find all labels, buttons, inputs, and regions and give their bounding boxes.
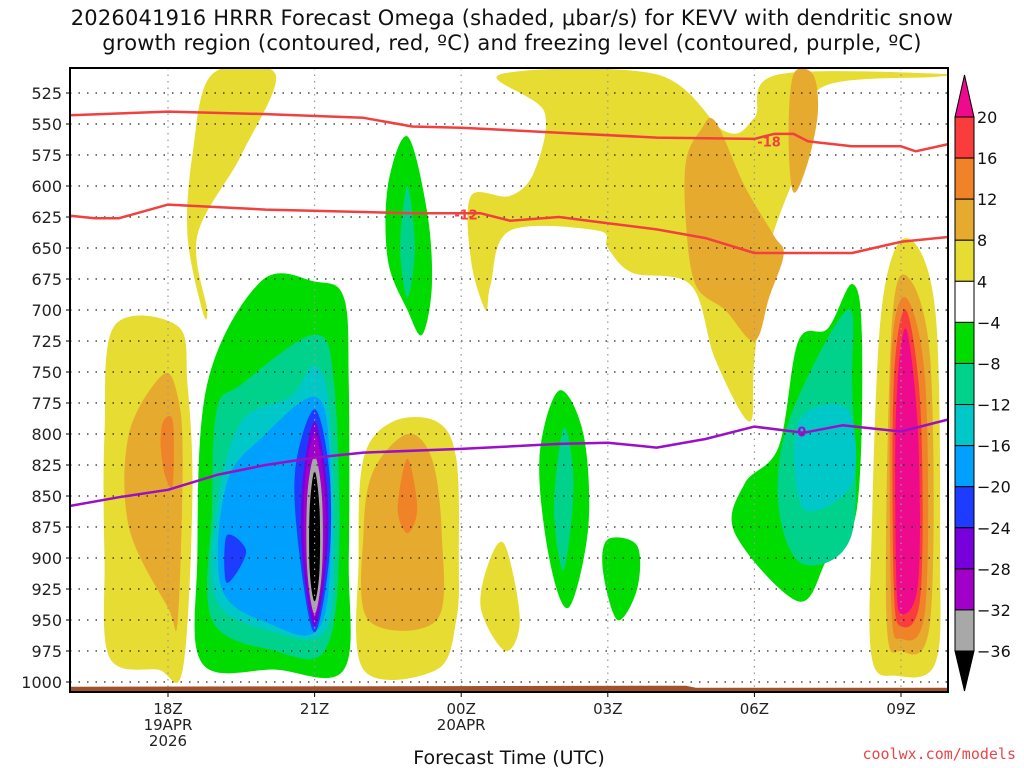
omega-region-orange-upper-b xyxy=(788,68,819,193)
colorbar-tick-label: 20 xyxy=(977,108,997,127)
omega-region-orange-upper-a xyxy=(684,117,784,342)
colorbar-bin xyxy=(954,280,975,323)
x-tick-label: 18Z xyxy=(153,700,182,718)
colorbar-bin xyxy=(954,445,975,488)
colorbar: 20 16 12 8 4 −4 −8 −12 −16 −20 −24 −28 −32 −36 xyxy=(954,74,1011,692)
surface-terrain xyxy=(70,685,948,692)
y-tick-label: 925 xyxy=(31,580,62,599)
y-tick-label: 650 xyxy=(31,239,62,258)
y-tick-label: 700 xyxy=(31,301,62,320)
title-line-1: 2026041916 HRRR Forecast Omega (shaded, … xyxy=(70,6,954,30)
omega-region-green-small xyxy=(602,537,641,621)
colorbar-tick-label: 12 xyxy=(977,190,997,209)
omega-shading xyxy=(103,68,948,683)
gridlines xyxy=(70,68,948,692)
y-tick-label: 750 xyxy=(31,363,62,382)
colorbar-tick-label: −4 xyxy=(977,313,1001,332)
omega-region-darkblue-small xyxy=(224,534,247,583)
y-tick-label: 725 xyxy=(31,332,62,351)
y-tick-label: 625 xyxy=(31,208,62,227)
omega-region-darkorange-mid-low xyxy=(397,458,418,534)
x-tick-label: 06Z xyxy=(740,700,769,718)
y-tick-label: 900 xyxy=(31,549,62,568)
omega-region-yellow-small-lower xyxy=(480,541,520,652)
colorbar-tick-label: −16 xyxy=(977,437,1011,456)
y-tick-label: 550 xyxy=(31,115,62,134)
colorbar-top-arrow xyxy=(954,74,975,118)
x-tick-label: 09Z xyxy=(886,700,915,718)
y-tick-label: 675 xyxy=(31,270,62,289)
y-tick-label: 950 xyxy=(31,611,62,630)
y-tick-label: 600 xyxy=(31,177,62,196)
colorbar-tick-label: −32 xyxy=(977,601,1011,620)
x-axis-label: Forecast Time (UTC) xyxy=(413,747,604,768)
colorbar-tick-label: −20 xyxy=(977,478,1011,497)
colorbar-bin xyxy=(954,362,975,406)
contour-label-dgz-minus12: -12 xyxy=(454,209,478,224)
colorbar-bin xyxy=(954,239,975,282)
x-tick-label: 20APR xyxy=(437,716,486,734)
y-tick-label: 800 xyxy=(31,425,62,444)
omega-region-teal-mid xyxy=(554,427,574,571)
plot-frame xyxy=(69,67,949,693)
y-tick-label: 575 xyxy=(31,146,62,165)
y-tick-label: 825 xyxy=(31,456,62,475)
y-axis: 525 550 575 600 625 650 675 700 725 750 775 800 825 8… xyxy=(21,84,70,692)
contour-label-freezing-level-0: 0 xyxy=(797,426,806,441)
colorbar-bin xyxy=(954,527,975,570)
colorbar-tick-label: 4 xyxy=(977,272,987,291)
y-tick-label: 975 xyxy=(31,642,62,661)
omega-region-orange-mid-low xyxy=(361,433,445,631)
contour-dgz-minus12 xyxy=(70,203,948,255)
omega-region-yellow-upper-left xyxy=(187,68,277,320)
y-tick-label: 875 xyxy=(31,518,62,537)
x-tick-label: 2026 xyxy=(149,732,187,750)
contour-lines: -18 -12 0 xyxy=(70,110,948,508)
colorbar-bin xyxy=(954,404,975,447)
colorbar-tick-label: −28 xyxy=(977,560,1011,579)
colorbar-bin xyxy=(954,609,975,652)
colorbar-tick-label: −24 xyxy=(977,519,1011,538)
colorbar-tick-label: 8 xyxy=(977,231,987,250)
colorbar-tick-label: −12 xyxy=(977,396,1011,415)
colorbar-bin xyxy=(954,321,975,364)
y-tick-label: 775 xyxy=(31,394,62,413)
x-tick-label: 03Z xyxy=(593,700,622,718)
chart-title: 2026041916 HRRR Forecast Omega (shaded, … xyxy=(0,6,1024,56)
contour-label-dgz-minus18: -18 xyxy=(757,135,781,150)
credit-text: coolwx.com/models xyxy=(862,745,1016,763)
colorbar-bin xyxy=(954,157,975,200)
contour-freezing-level-0 xyxy=(70,418,948,508)
colorbar-tick-label: −8 xyxy=(977,354,1001,373)
y-tick-label: 525 xyxy=(31,84,62,103)
y-tick-label: 850 xyxy=(31,487,62,506)
title-line-2: growth region (contoured, red, ºC) and f… xyxy=(102,31,922,55)
y-tick-label: 1000 xyxy=(21,673,62,692)
x-tick-label: 00Z xyxy=(447,700,476,718)
colorbar-tick-label: −36 xyxy=(977,642,1011,661)
colorbar-bin xyxy=(954,486,975,529)
contour-dgz-minus18 xyxy=(70,110,948,153)
x-tick-label: 19APR xyxy=(144,716,193,734)
colorbar-bottom-arrow xyxy=(954,650,975,692)
colorbar-bin xyxy=(954,568,975,611)
x-tick-label: 21Z xyxy=(300,700,329,718)
colorbar-bin xyxy=(954,198,975,241)
surface-terrain-fill xyxy=(70,685,948,692)
colorbar-tick-label: 16 xyxy=(977,149,997,168)
colorbar-bin xyxy=(954,116,975,159)
